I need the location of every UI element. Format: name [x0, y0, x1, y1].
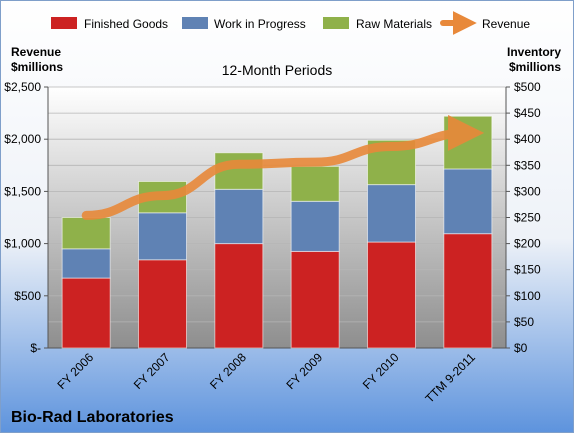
legend-swatch-finished-goods [51, 17, 77, 29]
left-axis-title-line2: $millions [11, 60, 63, 74]
right-axis-tick-label: $0 [514, 341, 528, 355]
right-axis-tick-label: $350 [514, 158, 541, 172]
left-axis-tick-label: $2,500 [4, 80, 41, 94]
right-axis-tick-label: $450 [514, 106, 541, 120]
legend-label-raw-materials: Raw Materials [356, 17, 432, 31]
bar-finished-goods-fy-2007 [138, 259, 187, 349]
left-axis-title-line1: Revenue [11, 45, 61, 59]
legend-item-work-in-progress: Work in Progress [182, 17, 306, 31]
bar-finished-goods-fy-2006 [61, 277, 111, 349]
right-axis-tick-label: $300 [514, 184, 541, 198]
left-axis-tick-label: $- [30, 341, 41, 355]
right-axis: $0 $50 $100 $150 $200 $250 $300 $350 $400 $450 $50… [505, 80, 541, 355]
legend-label-finished-goods: Finished Goods [84, 17, 168, 31]
bar-raw-materials-fy-2009 [290, 165, 340, 202]
bar-work-in-progress-ttm-9-2011 [443, 168, 493, 235]
right-axis-tick-label: $100 [514, 289, 541, 303]
bar-raw-materials-ttm-9-2011 [443, 115, 493, 170]
revenue-line [81, 114, 485, 220]
bar-finished-goods-fy-2010 [367, 241, 416, 349]
right-axis-tick-label: $400 [514, 132, 541, 146]
bar-finished-goods-ttm-9-2011 [443, 233, 493, 349]
bar-work-in-progress-fy-2008 [214, 188, 264, 245]
bar-raw-materials-fy-2006 [61, 217, 111, 250]
right-axis-tick-label: $50 [514, 315, 534, 329]
company-name: Bio-Rad Laboratories [11, 409, 174, 426]
right-axis-tick-label: $150 [514, 263, 541, 277]
right-axis-tick-label: $200 [514, 237, 541, 251]
left-axis-tick-label: $1,000 [4, 237, 41, 251]
bar-work-in-progress-fy-2007 [138, 212, 187, 261]
bar-work-in-progress-fy-2006 [61, 248, 111, 279]
bar-finished-goods-fy-2009 [290, 250, 340, 349]
legend: Finished Goods Work in Progress Raw Mate… [51, 11, 530, 35]
right-axis-tick-label: $250 [514, 211, 541, 225]
left-axis-tick-label: $2,000 [4, 132, 41, 146]
right-axis-title-line2: $millions [509, 60, 561, 74]
bar-work-in-progress-fy-2010 [367, 184, 416, 243]
legend-item-revenue: Revenue [440, 11, 530, 35]
legend-label-revenue: Revenue [482, 17, 530, 31]
bar-finished-goods-fy-2008 [214, 243, 264, 349]
left-axis-tick-label: $500 [14, 289, 41, 303]
legend-label-work-in-progress: Work in Progress [214, 17, 306, 31]
left-axis-tick-label: $1,500 [4, 184, 41, 198]
chart-title: 12-Month Periods [222, 62, 333, 78]
legend-swatch-raw-materials [323, 17, 349, 29]
left-axis: $- $500 $1,000 $1,500 $2,000 $2,500 [4, 80, 506, 355]
right-axis-tick-label: $500 [514, 80, 541, 94]
right-axis-title-line1: Inventory [507, 45, 561, 59]
legend-swatch-work-in-progress [182, 17, 208, 29]
legend-item-raw-materials: Raw Materials [323, 17, 432, 31]
bar-work-in-progress-fy-2009 [290, 200, 340, 252]
revenue-series [81, 114, 485, 220]
legend-item-finished-goods: Finished Goods [51, 17, 168, 31]
